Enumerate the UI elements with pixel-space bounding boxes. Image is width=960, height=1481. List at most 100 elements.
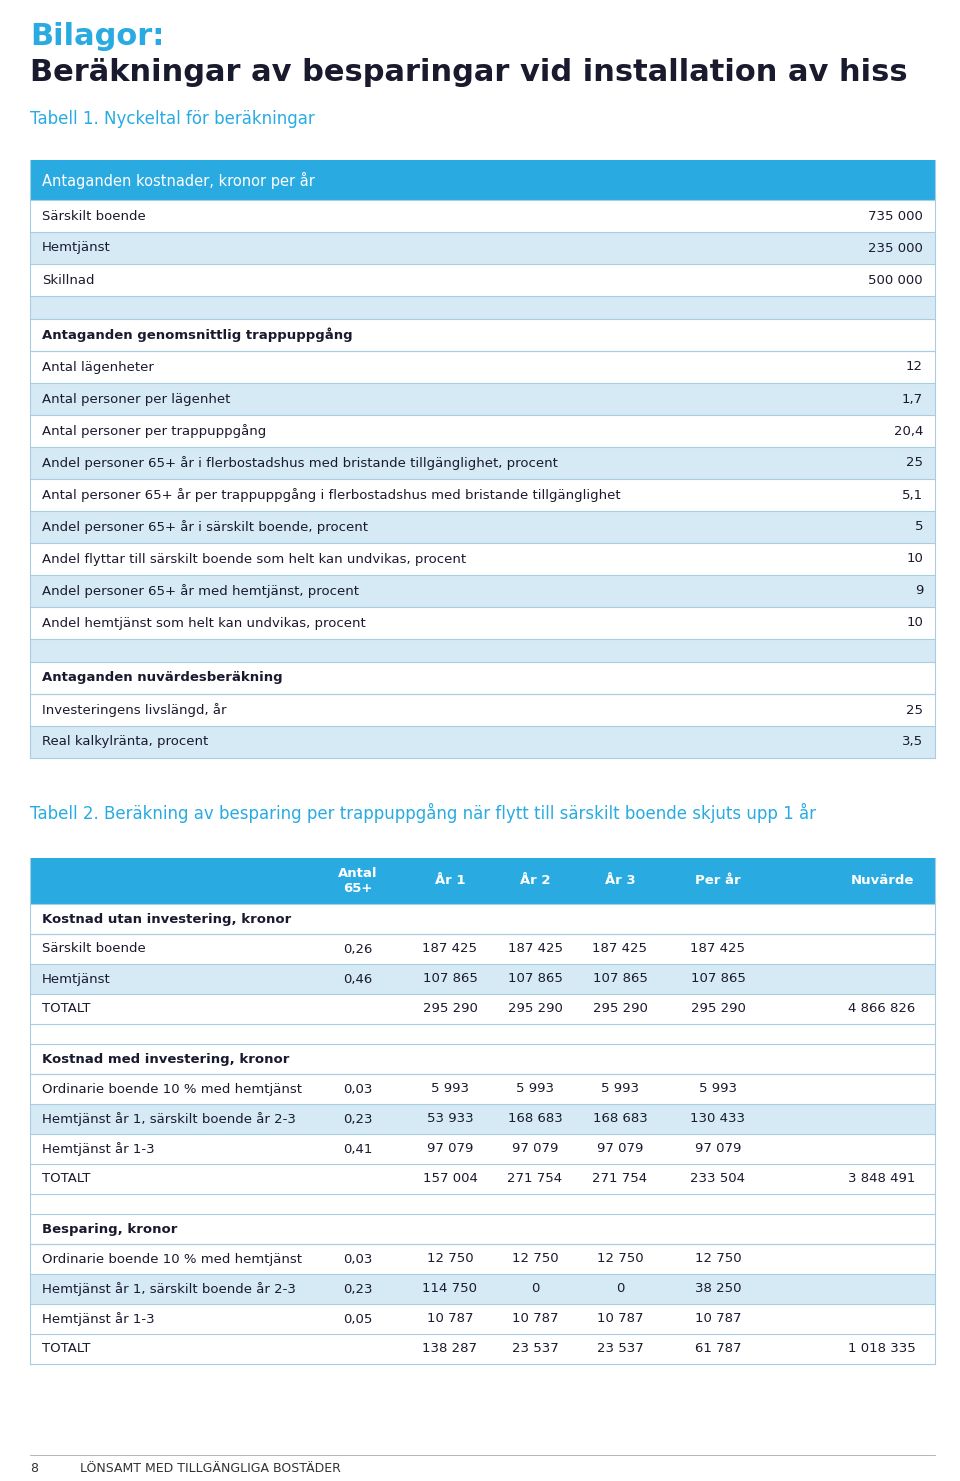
Text: 187 425: 187 425 xyxy=(422,942,477,955)
Bar xyxy=(30,318,935,351)
Bar xyxy=(30,1134,935,1164)
Text: 10 787: 10 787 xyxy=(597,1312,643,1325)
Text: 295 290: 295 290 xyxy=(422,1003,477,1016)
Text: 0,23: 0,23 xyxy=(344,1112,372,1126)
Text: Antal personer per trappuppgång: Antal personer per trappuppgång xyxy=(42,424,266,438)
Text: 235 000: 235 000 xyxy=(868,241,923,255)
Text: Andel personer 65+ år i flerbostadshus med bristande tillgänglighet, procent: Andel personer 65+ år i flerbostadshus m… xyxy=(42,456,558,469)
Bar xyxy=(30,994,935,1023)
Text: 10 787: 10 787 xyxy=(695,1312,741,1325)
Text: 157 004: 157 004 xyxy=(422,1173,477,1185)
Text: 3,5: 3,5 xyxy=(901,736,923,748)
Bar xyxy=(30,1164,935,1194)
Text: Andel flyttar till särskilt boende som helt kan undvikas, procent: Andel flyttar till särskilt boende som h… xyxy=(42,552,467,566)
Text: 735 000: 735 000 xyxy=(868,209,923,222)
Text: 25: 25 xyxy=(906,456,923,469)
Text: År 2: År 2 xyxy=(519,874,550,887)
Text: 38 250: 38 250 xyxy=(695,1283,741,1296)
Text: 168 683: 168 683 xyxy=(508,1112,563,1126)
Bar xyxy=(30,264,935,296)
Text: 233 504: 233 504 xyxy=(690,1173,746,1185)
Text: 9: 9 xyxy=(915,585,923,597)
Bar xyxy=(30,351,935,384)
Text: 4 866 826: 4 866 826 xyxy=(849,1003,916,1016)
Text: År 1: År 1 xyxy=(435,874,466,887)
Bar xyxy=(30,857,935,903)
Text: Antaganden nuvärdesberäkning: Antaganden nuvärdesberäkning xyxy=(42,671,282,684)
Bar xyxy=(30,695,935,726)
Text: 0,23: 0,23 xyxy=(344,1283,372,1296)
Text: Hemtjänst år 1, särskilt boende år 2-3: Hemtjänst år 1, särskilt boende år 2-3 xyxy=(42,1112,296,1126)
Text: Investeringens livslängd, år: Investeringens livslängd, år xyxy=(42,703,227,717)
Text: 12 750: 12 750 xyxy=(512,1253,559,1265)
Text: 295 290: 295 290 xyxy=(592,1003,647,1016)
Text: 138 287: 138 287 xyxy=(422,1342,477,1355)
Text: Antal
65+: Antal 65+ xyxy=(338,866,377,895)
Text: 8: 8 xyxy=(30,1463,38,1475)
Bar xyxy=(30,1214,935,1244)
Text: Andel personer 65+ år i särskilt boende, procent: Andel personer 65+ år i särskilt boende,… xyxy=(42,520,368,535)
Bar xyxy=(30,298,935,318)
Bar xyxy=(30,160,935,200)
Text: 1 018 335: 1 018 335 xyxy=(848,1342,916,1355)
Bar xyxy=(30,903,935,935)
Text: 10: 10 xyxy=(906,616,923,629)
Text: Kostnad med investering, kronor: Kostnad med investering, kronor xyxy=(42,1053,289,1065)
Text: 114 750: 114 750 xyxy=(422,1283,477,1296)
Text: 61 787: 61 787 xyxy=(695,1342,741,1355)
Text: Bilagor:: Bilagor: xyxy=(30,22,164,50)
Text: Särskilt boende: Särskilt boende xyxy=(42,209,146,222)
Bar xyxy=(30,384,935,415)
Text: 23 537: 23 537 xyxy=(512,1342,559,1355)
Text: Ordinarie boende 10 % med hemtjänst: Ordinarie boende 10 % med hemtjänst xyxy=(42,1253,302,1265)
Text: Skillnad: Skillnad xyxy=(42,274,94,286)
Text: 97 079: 97 079 xyxy=(512,1142,558,1155)
Text: 12 750: 12 750 xyxy=(426,1253,473,1265)
Text: 10 787: 10 787 xyxy=(512,1312,559,1325)
Text: Nuvärde: Nuvärde xyxy=(851,874,914,887)
Text: Real kalkylränta, procent: Real kalkylränta, procent xyxy=(42,736,208,748)
Text: 0: 0 xyxy=(615,1283,624,1296)
Bar xyxy=(30,415,935,447)
Bar xyxy=(30,640,935,662)
Text: Antal lägenheter: Antal lägenheter xyxy=(42,360,154,373)
Text: 23 537: 23 537 xyxy=(596,1342,643,1355)
Text: År 3: År 3 xyxy=(605,874,636,887)
Bar xyxy=(30,575,935,607)
Text: Tabell 2. Beräkning av besparing per trappuppgång när flytt till särskilt boende: Tabell 2. Beräkning av besparing per tra… xyxy=(30,803,816,823)
Text: 0,46: 0,46 xyxy=(344,973,372,985)
Bar xyxy=(30,447,935,478)
Bar xyxy=(30,544,935,575)
Bar xyxy=(30,1194,935,1214)
Bar xyxy=(30,1274,935,1303)
Text: 0,03: 0,03 xyxy=(344,1083,372,1096)
Text: 295 290: 295 290 xyxy=(508,1003,563,1016)
Text: 97 079: 97 079 xyxy=(695,1142,741,1155)
Bar xyxy=(30,964,935,994)
Text: 97 079: 97 079 xyxy=(597,1142,643,1155)
Text: Besparing, kronor: Besparing, kronor xyxy=(42,1222,178,1235)
Text: 187 425: 187 425 xyxy=(592,942,647,955)
Bar xyxy=(30,1023,935,1044)
Bar xyxy=(30,726,935,758)
Text: Hemtjänst år 1-3: Hemtjänst år 1-3 xyxy=(42,1142,155,1157)
Bar xyxy=(30,662,935,695)
Text: 5 993: 5 993 xyxy=(699,1083,737,1096)
Bar xyxy=(30,1103,935,1134)
Text: 10 787: 10 787 xyxy=(427,1312,473,1325)
Bar xyxy=(30,1044,935,1074)
Text: 107 865: 107 865 xyxy=(508,973,563,985)
Text: 12 750: 12 750 xyxy=(597,1253,643,1265)
Text: 1,7: 1,7 xyxy=(901,392,923,406)
Text: 187 425: 187 425 xyxy=(508,942,563,955)
Text: Hemtjänst: Hemtjänst xyxy=(42,973,110,985)
Text: 20,4: 20,4 xyxy=(894,425,923,437)
Bar xyxy=(30,511,935,544)
Text: TOTALT: TOTALT xyxy=(42,1342,90,1355)
Text: 271 754: 271 754 xyxy=(592,1173,648,1185)
Bar xyxy=(30,935,935,964)
Text: Andel personer 65+ år med hemtjänst, procent: Andel personer 65+ år med hemtjänst, pro… xyxy=(42,584,359,598)
Bar xyxy=(30,233,935,264)
Text: 168 683: 168 683 xyxy=(592,1112,647,1126)
Text: 130 433: 130 433 xyxy=(690,1112,746,1126)
